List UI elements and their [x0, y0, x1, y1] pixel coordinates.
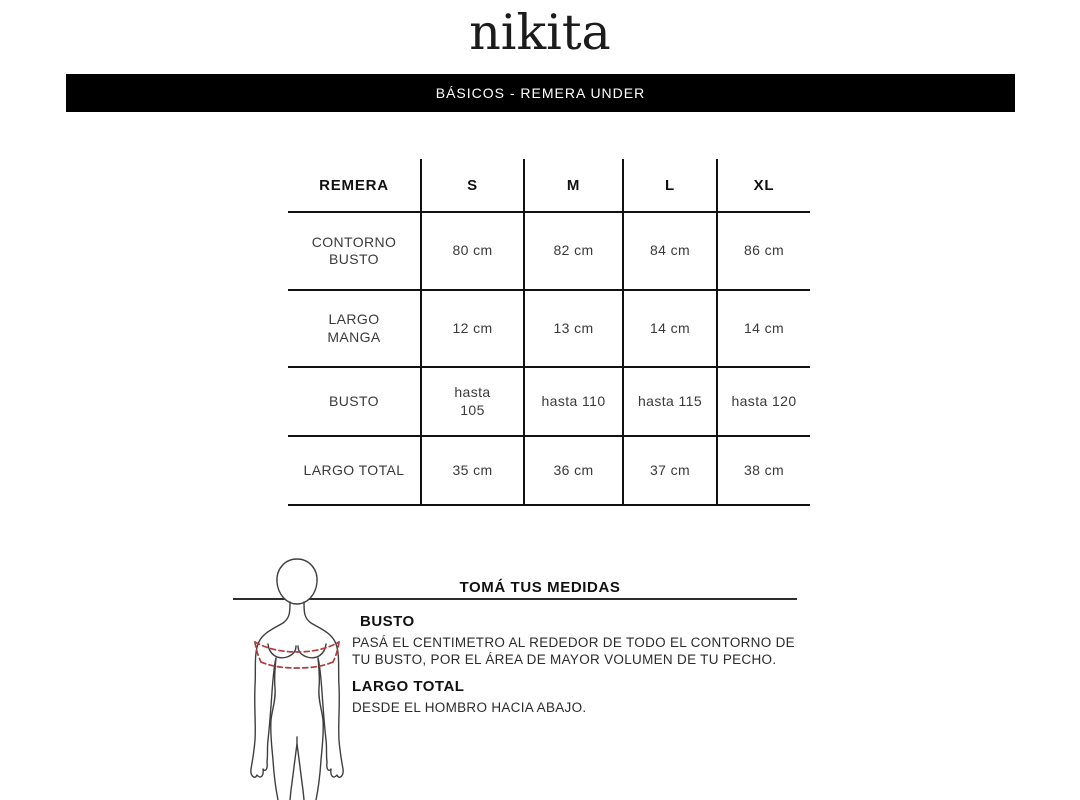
measure-text-line: TU BUSTO, POR EL ÁREA DE MAYOR VOLUMEN D…	[352, 652, 777, 667]
measures-section-title: TOMÁ TUS MEDIDAS	[459, 579, 621, 596]
product-banner-title: BÁSICOS - REMERA UNDER	[435, 85, 646, 101]
row-label: LARGO MANGA	[288, 290, 422, 368]
cell-value: hasta 115	[623, 367, 718, 437]
measures-instructions: BUSTO PASÁ EL CENTIMETRO AL REDEDOR DE T…	[352, 613, 804, 716]
cell-value: hasta 120	[717, 367, 810, 437]
row-label: BUSTO	[288, 367, 422, 437]
size-table: REMERA S M L XL CONTORNO BUSTO 80 cm 82 …	[288, 159, 810, 506]
measure-text-line: PASÁ EL CENTIMETRO AL REDEDOR DE TODO EL…	[352, 635, 795, 650]
size-header-l: L	[623, 159, 718, 213]
table-row-largo-total: LARGO TOTAL 35 cm 36 cm 37 cm 38 cm	[288, 436, 810, 506]
cell-value: hasta 105	[421, 367, 525, 437]
female-body-outline-icon	[250, 558, 344, 800]
product-banner: BÁSICOS - REMERA UNDER	[66, 74, 1015, 112]
cell-value: 37 cm	[623, 436, 718, 506]
size-table-header-row: REMERA S M L XL	[288, 159, 810, 213]
row-label: LARGO TOTAL	[288, 436, 422, 506]
cell-value: 38 cm	[717, 436, 810, 506]
cell-value: 12 cm	[421, 290, 525, 368]
row-label: CONTORNO BUSTO	[288, 212, 422, 291]
table-row-contorno-busto: CONTORNO BUSTO 80 cm 82 cm 84 cm 86 cm	[288, 212, 810, 291]
table-product-header: REMERA	[288, 159, 422, 213]
cell-value: 14 cm	[717, 290, 810, 368]
measures-divider-line	[233, 598, 797, 600]
cell-value: 13 cm	[524, 290, 624, 368]
size-header-xl: XL	[717, 159, 810, 213]
cell-value: 36 cm	[524, 436, 624, 506]
cell-value: 14 cm	[623, 290, 718, 368]
bust-measure-dashes	[254, 641, 340, 669]
size-header-m: M	[524, 159, 624, 213]
measure-heading-largo-total: LARGO TOTAL	[352, 678, 465, 695]
cell-value: 82 cm	[524, 212, 624, 291]
size-header-s: S	[421, 159, 525, 213]
table-row-largo-manga: LARGO MANGA 12 cm 13 cm 14 cm 14 cm	[288, 290, 810, 368]
brand-logo: nikita	[469, 4, 611, 61]
body-figure-illustration	[243, 552, 363, 800]
measure-text-line: DESDE EL HOMBRO HACIA ABAJO.	[352, 700, 587, 715]
measure-heading-busto: BUSTO	[360, 613, 415, 630]
cell-value: 84 cm	[623, 212, 718, 291]
cell-value: 86 cm	[717, 212, 810, 291]
cell-value: hasta 110	[524, 367, 624, 437]
table-row-busto: BUSTO hasta 105 hasta 110 hasta 115 hast…	[288, 367, 810, 437]
cell-value: 35 cm	[421, 436, 525, 506]
cell-value: 80 cm	[421, 212, 525, 291]
